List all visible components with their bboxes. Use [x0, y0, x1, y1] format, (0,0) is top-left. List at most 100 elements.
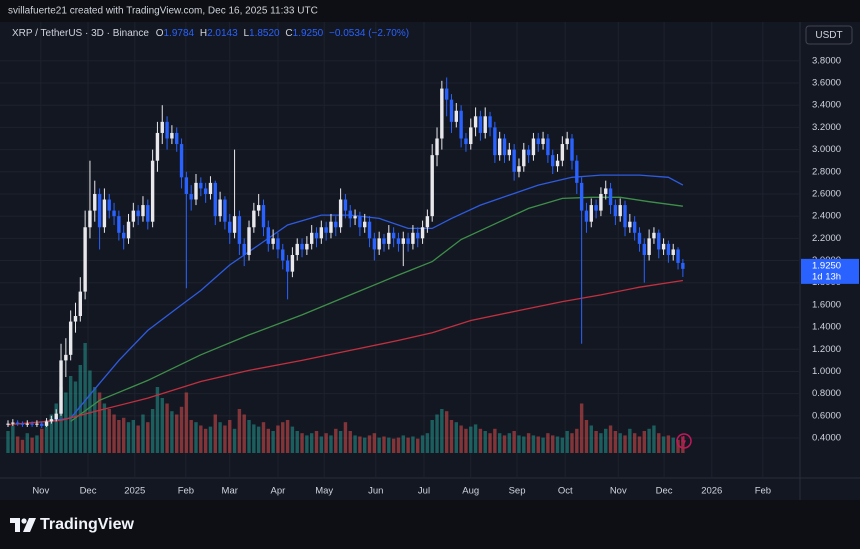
currency[interactable]: USDT — [815, 30, 842, 41]
attribution: svillafuerte21 created with TradingView.… — [8, 6, 318, 17]
candle-body — [78, 291, 83, 317]
volume-bar — [276, 425, 280, 453]
volume-bar — [228, 420, 232, 453]
candle-body — [252, 210, 256, 228]
volume-bar — [555, 436, 560, 453]
y-tick-label: 3.4000 — [812, 100, 841, 111]
candle-body — [324, 227, 328, 233]
volume-bar — [102, 403, 107, 453]
candle-body — [290, 254, 295, 272]
volume-bar — [444, 411, 449, 453]
candle-body — [228, 221, 232, 233]
volume-bar — [387, 437, 391, 453]
x-tick-label: 2026 — [701, 486, 722, 497]
candle-body — [464, 138, 468, 145]
candle-body — [483, 116, 487, 133]
last-price-tag — [801, 258, 859, 284]
attribution-bar — [0, 0, 860, 22]
volume-bar — [11, 425, 15, 453]
candle-body — [194, 182, 198, 200]
candle-body — [285, 260, 290, 272]
candle-body — [584, 210, 589, 222]
candle-body — [671, 249, 675, 255]
volume-bar — [469, 426, 473, 453]
candle-body — [531, 138, 536, 156]
candle-body — [358, 216, 362, 228]
volume-bar — [78, 365, 83, 453]
volume-bar — [160, 398, 164, 453]
volume-bar — [20, 439, 25, 453]
high-value: 2.0143 — [207, 28, 238, 39]
candle-body — [184, 177, 189, 194]
candle-body — [107, 199, 111, 211]
candle-body — [165, 121, 169, 139]
volume-bar — [579, 403, 584, 453]
candle-body — [338, 199, 343, 228]
currency-box[interactable] — [805, 25, 853, 45]
volume-bar — [493, 428, 497, 453]
volume-bar — [657, 433, 661, 453]
candle-body — [25, 423, 29, 425]
brand-logo — [10, 517, 36, 532]
volume-bar — [531, 435, 536, 453]
x-tick-label: Feb — [755, 486, 771, 497]
volume-bar — [425, 433, 430, 453]
close-label: C — [285, 28, 292, 39]
volume-bar — [40, 428, 44, 453]
volume-bar — [189, 420, 193, 453]
candle-body — [416, 232, 420, 239]
candle-body — [613, 205, 618, 217]
y-tick-label: 1.4000 — [812, 322, 841, 333]
x-tick-label: Sep — [509, 486, 526, 497]
candle-body — [319, 227, 324, 239]
volume-bar — [93, 387, 97, 453]
candle-body — [146, 205, 150, 222]
y-tick-label: 3.6000 — [812, 78, 841, 89]
candle-body — [637, 232, 642, 244]
y-tick-label: 1.2000 — [812, 344, 841, 355]
candle-body — [59, 360, 63, 414]
y-tick-label: 0.8000 — [812, 388, 841, 399]
open-value: 1.9784 — [163, 28, 194, 39]
y-tick-label: 3.2000 — [812, 122, 841, 133]
x-tick-label: Nov — [32, 486, 49, 497]
candle-body — [541, 138, 545, 145]
volume-bar — [420, 435, 425, 453]
volume-bar — [628, 428, 632, 453]
volume-bar — [97, 392, 102, 453]
candle-body — [73, 316, 78, 322]
candle-body — [281, 249, 285, 261]
low-label: L — [243, 28, 249, 39]
candle-body — [155, 132, 160, 161]
candle-body — [570, 138, 574, 161]
candle-body — [493, 127, 497, 156]
volume-bar — [497, 433, 502, 453]
y-tick-label: 0.6000 — [812, 410, 841, 421]
candle-body — [223, 199, 227, 222]
volume-bar — [541, 437, 545, 453]
volume-bar — [44, 420, 49, 453]
candle-body — [237, 216, 242, 244]
candle-body — [420, 227, 425, 239]
volume-bar — [334, 428, 338, 453]
candle-body — [406, 238, 410, 244]
candle-body — [387, 232, 391, 244]
events-icon[interactable] — [676, 433, 692, 449]
candle-body — [348, 210, 352, 219]
candle-body — [618, 205, 622, 217]
candle-body — [295, 243, 299, 255]
candle-body — [401, 238, 405, 244]
candle-body — [68, 321, 73, 355]
volume-bar — [271, 431, 275, 453]
candle-body — [396, 238, 401, 244]
volume-bar — [546, 433, 550, 453]
candle-body — [522, 149, 526, 167]
candle-body — [83, 227, 87, 292]
candle-body — [546, 138, 550, 156]
candle-body — [599, 193, 603, 211]
candle-body — [93, 193, 97, 211]
candle-body — [454, 110, 459, 122]
volume-bar — [285, 420, 290, 453]
chart: svillafuerte21 created with TradingView.… — [0, 0, 860, 500]
footer: TradingView — [0, 500, 860, 549]
